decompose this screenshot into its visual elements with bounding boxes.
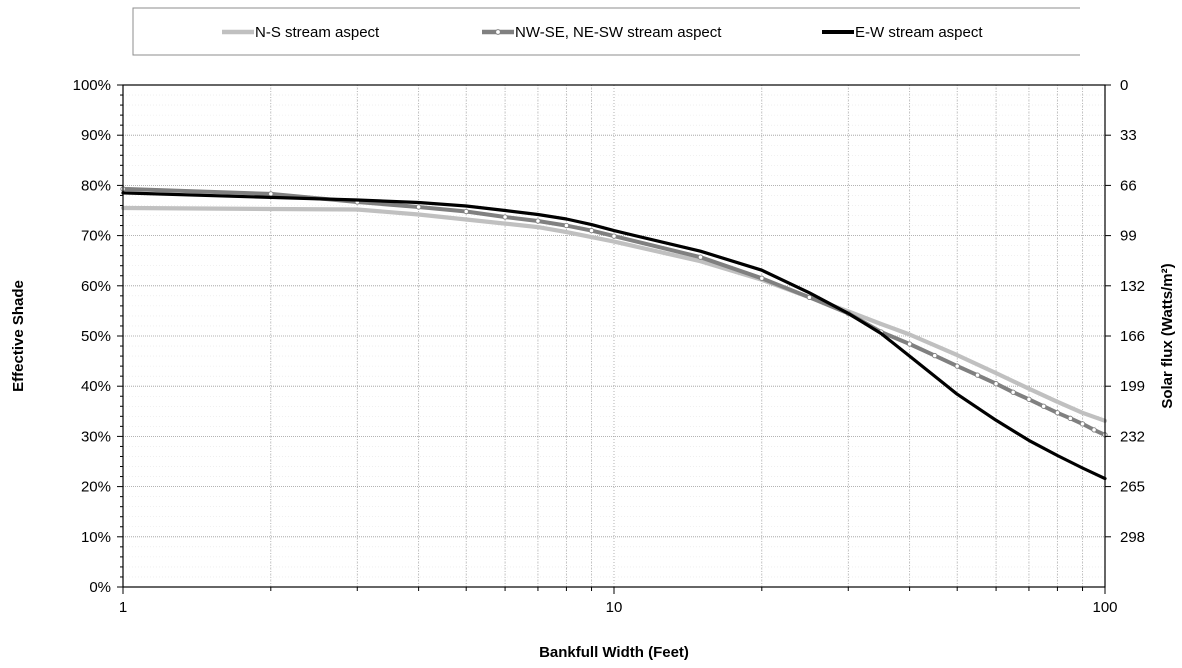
legend-label-1: N-S stream aspect [255,24,380,41]
legend: N-S stream aspect NW-SE, NE-SW stream asp… [132,7,1080,56]
y-tick-label: 0% [89,579,111,596]
y-tick-label: 90% [81,127,111,144]
series-line-1 [120,205,1108,423]
series-point [611,233,617,239]
y-tick-label: 100% [73,77,111,94]
gridlines [123,85,1105,587]
y-tick-label: 20% [81,479,111,496]
y2-tick-label: 0 [1120,77,1128,94]
y2-tick-label: 199 [1120,378,1145,395]
x-axis-title: Bankfull Width (Feet) [539,644,689,661]
series-point [974,372,981,378]
series-point [1054,410,1061,416]
y2-tick-label: 166 [1120,328,1145,345]
series-point [759,275,765,281]
y2-tick-label: 33 [1120,127,1137,144]
series-point [588,227,595,234]
y-axis-title: Effective Shade [10,280,27,392]
y-tick-label: 40% [81,378,111,395]
series-line-3 [121,191,1107,481]
y-tick-label: 10% [81,529,111,546]
legend-frame [132,7,1080,56]
y2-tick-label: 232 [1120,428,1145,445]
series-point [1067,415,1073,421]
series-point [1091,427,1097,433]
series-point [1041,403,1047,409]
series-point [1026,396,1032,402]
axes: 0% 10% 20% 30% 40% 50% 60% 70% 80% 90% 100% 0 33 66 99… [10,77,1176,661]
legend-label-2: NW-SE, NE-SW stream aspect [515,24,722,41]
series-point [993,381,999,387]
series-point [535,218,541,224]
series-point [563,222,570,229]
y-tick-label: 30% [81,428,111,445]
series-point [806,294,813,300]
x-tick-label: 1 [119,599,127,616]
legend-label-3: E-W stream aspect [855,24,983,41]
x-tick-label: 10 [606,599,623,616]
y2-axis-title: Solar flux (Watts/m²) [1159,263,1176,408]
series-point [932,352,938,359]
series-point [697,254,704,260]
y2-tick-label: 66 [1120,177,1137,194]
series-point [502,214,508,220]
x-tick-label: 100 [1092,599,1117,616]
y-tick-label: 60% [81,278,111,295]
series-point [1010,389,1016,395]
series-group [120,186,1108,481]
y-tick-label: 50% [81,328,111,345]
y2-tick-label: 298 [1120,529,1145,546]
y2-tick-label: 99 [1120,228,1137,245]
y2-tick-label: 132 [1120,278,1145,295]
series-point [954,363,960,369]
y-tick-label: 70% [81,228,111,245]
series-point [906,341,913,347]
y2-tick-label: 265 [1120,479,1145,496]
legend-marker-2 [495,29,501,35]
series-point [463,208,469,215]
series-point [268,191,274,197]
series-point [1079,421,1086,427]
y-tick-label: 80% [81,177,111,194]
series-point [415,204,422,210]
